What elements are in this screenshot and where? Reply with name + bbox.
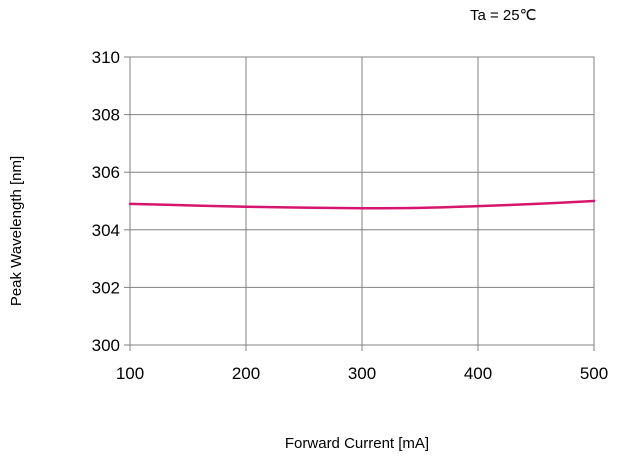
- y-tick-label: 308: [92, 106, 120, 125]
- x-tick-label: 300: [348, 364, 376, 383]
- x-tick-label: 500: [580, 364, 608, 383]
- x-axis-label: Forward Current [mA]: [285, 435, 429, 452]
- x-tick-labels: 100 200 300 400 500: [116, 364, 608, 383]
- tick-marks: [124, 56, 595, 351]
- y-tick-label: 306: [92, 163, 120, 182]
- y-tick-label: 302: [92, 278, 120, 297]
- x-tick-label: 200: [232, 364, 260, 383]
- series-layer: [128, 199, 596, 210]
- series-line: [128, 199, 596, 210]
- y-tick-label: 300: [92, 336, 120, 355]
- y-axis-label: Peak Wavelength [nm]: [8, 156, 25, 306]
- y-tick-label: 310: [92, 48, 120, 67]
- y-tick-labels: 300 302 304 306 308 310: [92, 48, 120, 355]
- grid: [130, 57, 594, 345]
- x-tick-label: 100: [116, 364, 144, 383]
- temperature-annotation: Ta = 25℃: [470, 7, 536, 24]
- y-tick-label: 304: [92, 221, 120, 240]
- x-tick-label: 400: [464, 364, 492, 383]
